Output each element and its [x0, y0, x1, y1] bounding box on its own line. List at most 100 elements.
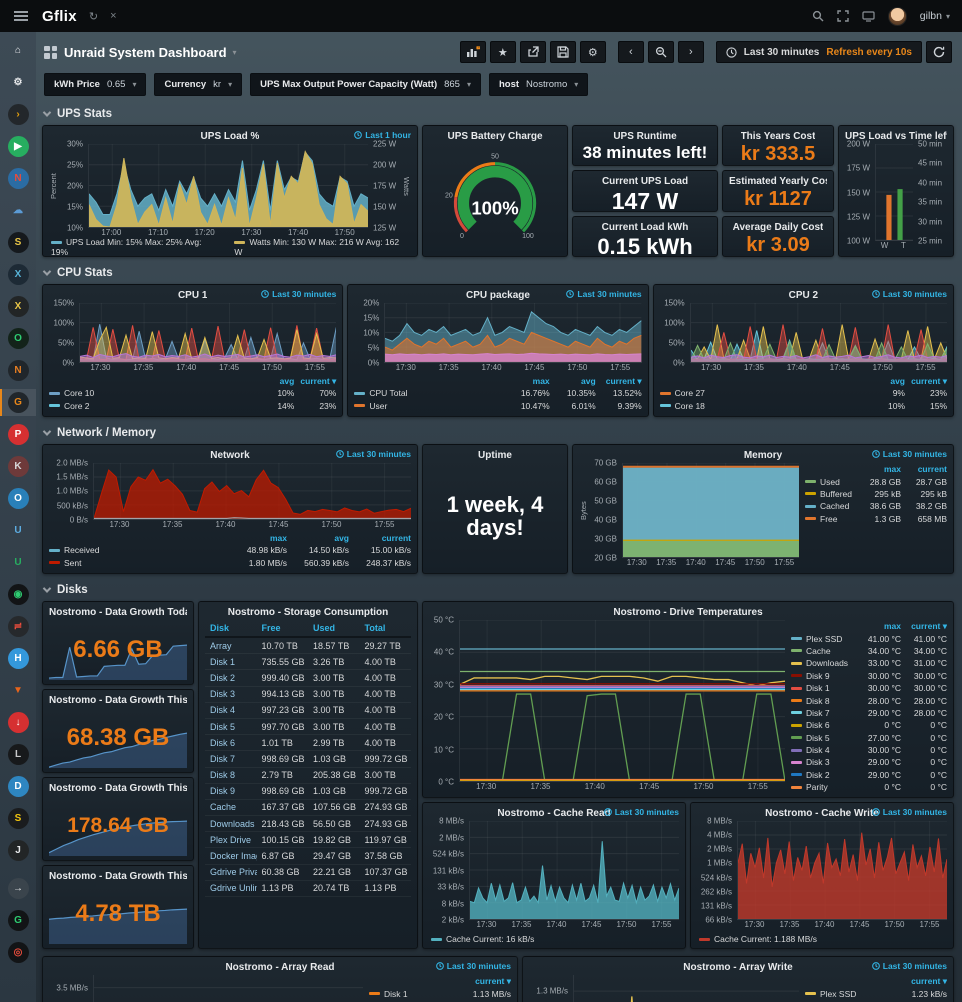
panel-time-override[interactable]: Last 30 minutes	[261, 289, 336, 299]
panel-title[interactable]: Nostromo - Data Growth This Year	[49, 871, 187, 882]
panel-title[interactable]: Nostromo - Cache Write	[765, 808, 879, 819]
legend-row[interactable]: Disk 7 29.00 °C 28.00 °C	[791, 707, 947, 719]
netdata-icon[interactable]: N	[0, 165, 36, 192]
time-back-button[interactable]: ‹	[617, 41, 644, 63]
dark-green-app-icon[interactable]: ◉	[0, 581, 36, 608]
panel-title[interactable]: Nostromo - Array Read	[225, 962, 335, 973]
legend-row[interactable]: Flash drive0 B/s	[805, 1000, 947, 1002]
legend-row[interactable]: Cached 38.6 GB 38.2 GB	[805, 500, 947, 512]
settings-gear-button[interactable]: ⚙	[579, 41, 606, 63]
legend-row[interactable]: Used 28.8 GB 28.7 GB	[805, 475, 947, 487]
blue-gear-app-icon[interactable]: O	[0, 485, 36, 512]
share-button[interactable]	[519, 41, 546, 63]
fullscreen-icon[interactable]	[837, 10, 849, 22]
panel-title[interactable]: Nostromo - Drive Temperatures	[613, 607, 763, 618]
plot-area[interactable]	[469, 821, 679, 920]
plot-area[interactable]	[875, 144, 913, 241]
pihole-icon[interactable]: P	[0, 421, 36, 448]
lazylibrarian-icon[interactable]: L	[0, 741, 36, 768]
legend-row[interactable]: Core 2 14% 23%	[49, 400, 336, 412]
home-assistant-icon[interactable]: H	[0, 645, 36, 672]
green-ring-app-icon[interactable]: O	[0, 325, 36, 352]
panel-time-override[interactable]: Last 30 minutes	[566, 289, 642, 299]
legend-column[interactable]: current ▾	[605, 375, 642, 386]
legend-column[interactable]: current ▾	[911, 620, 947, 631]
plot-area[interactable]	[573, 975, 799, 1002]
refresh-button[interactable]	[926, 41, 952, 63]
legend-row[interactable]: Core 27 9% 23%	[659, 387, 947, 399]
legend-row[interactable]: Parity 0 °C 0 °C	[791, 781, 947, 793]
jackett-icon[interactable]: J	[0, 837, 36, 864]
legend-item[interactable]: Watts Min: 130 W Max: 216 W Avg: 162 W	[234, 236, 400, 257]
dashboard-title-caret-icon[interactable]: ▾	[232, 47, 237, 57]
legend-column[interactable]: max	[883, 464, 901, 475]
time-range-picker[interactable]: Last 30 minutes Refresh every 10s	[715, 41, 922, 63]
legend-row[interactable]: Disk 5 27.00 °C 0 °C	[791, 732, 947, 744]
nav-close-icon[interactable]: ×	[110, 10, 117, 22]
unraid-icon[interactable]: U	[0, 517, 36, 544]
panel-title[interactable]: Uptime	[478, 450, 512, 461]
panel-title[interactable]: This Years Cost	[740, 131, 816, 142]
panel-title[interactable]: UPS Runtime	[613, 131, 677, 142]
panel-time-override[interactable]: Last 30 minutes	[603, 807, 679, 817]
variable-ups-max-output-power-capacity-watt-[interactable]: UPS Max Output Power Capacity (Watt) 865 ▾	[250, 73, 481, 96]
legend-row[interactable]: Disk 3 29.00 °C 0 °C	[791, 756, 947, 768]
legend-column[interactable]: current	[381, 533, 411, 544]
legend-row[interactable]: Core 10 10% 70%	[49, 387, 336, 399]
legend-row[interactable]: Sent 1.80 MB/s 560.39 kB/s 248.37 kB/s	[49, 557, 411, 569]
legend-row[interactable]: Disk 1 1.13 MB/s	[369, 987, 511, 999]
brand-logo[interactable]: Gflix	[42, 7, 77, 25]
hamburger-menu-icon[interactable]	[14, 15, 28, 17]
legend-item[interactable]: Cache Current: 16 kB/s	[431, 934, 534, 944]
logout-icon[interactable]: →	[0, 875, 36, 902]
variable-currency[interactable]: Currency kr ▾	[154, 73, 243, 96]
legend-item[interactable]: UPS Load Min: 15% Max: 25% Avg: 19%	[51, 236, 202, 257]
cloud-icon[interactable]: ☁	[0, 197, 36, 224]
column-header[interactable]: Total	[359, 620, 411, 638]
variable-host[interactable]: host Nostromo ▾	[488, 73, 589, 96]
legend-item[interactable]: Cache Current: 1.188 MB/s	[699, 934, 817, 944]
save-button[interactable]	[549, 41, 576, 63]
add-panel-button[interactable]	[459, 41, 486, 63]
search-app-icon[interactable]: S	[0, 229, 36, 256]
panel-title[interactable]: Nostromo - Cache Read	[497, 808, 611, 819]
legend-column[interactable]: avg	[581, 376, 596, 387]
panel-time-override[interactable]: Last 30 minutes	[335, 449, 411, 459]
panel-time-override[interactable]: Last 30 minutes	[871, 449, 947, 459]
panel-title[interactable]: Nostromo - Array Write	[683, 962, 793, 973]
dashboard-title[interactable]: Unraid System Dashboard	[64, 44, 227, 60]
plot-area[interactable]	[79, 303, 337, 363]
organizr-icon[interactable]: X	[0, 261, 36, 288]
panel-title[interactable]: CPU 1	[177, 290, 208, 301]
panel-time-override[interactable]: Last 30 minutes	[435, 961, 511, 971]
legend-row[interactable]: Core 18 10% 15%	[659, 400, 947, 412]
plot-area[interactable]	[88, 144, 368, 228]
panel-title[interactable]: Current Load kWh	[601, 221, 689, 233]
legend-column[interactable]: current	[917, 464, 947, 475]
time-forward-button[interactable]: ›	[677, 41, 704, 63]
tautulli-icon[interactable]: ›	[0, 101, 36, 128]
legend-column[interactable]: max	[532, 376, 550, 387]
panel-title[interactable]: UPS Load vs Time left	[845, 131, 947, 142]
emby-icon[interactable]: ▶	[0, 133, 36, 160]
deluge-icon[interactable]: D	[0, 773, 36, 800]
legend-row[interactable]: Downloads471.86 kB/s	[369, 1000, 511, 1002]
panel-title[interactable]: UPS Battery Charge	[447, 131, 543, 142]
legend-row[interactable]: Cache 34.00 °C 34.00 °C	[791, 645, 947, 657]
plot-area[interactable]	[93, 463, 411, 520]
column-header[interactable]: Disk	[205, 620, 257, 638]
legend-row[interactable]: Disk 1 30.00 °C 30.00 °C	[791, 682, 947, 694]
dashboards-grid-icon[interactable]	[44, 45, 57, 59]
green-u-app-icon[interactable]: U	[0, 549, 36, 576]
panel-title[interactable]: Memory	[743, 450, 783, 461]
legend-column[interactable]: current ▾	[911, 375, 947, 386]
node-app-icon[interactable]: N	[0, 357, 36, 384]
column-header[interactable]: Used	[308, 620, 360, 638]
nav-refresh-icon[interactable]: ↻	[88, 10, 99, 23]
legend-row[interactable]: Disk 9 30.00 °C 30.00 °C	[791, 670, 947, 682]
panel-title[interactable]: Nostromo - Data Growth This Month	[49, 783, 187, 794]
plot-area[interactable]	[93, 975, 363, 1002]
column-header[interactable]: Free	[256, 620, 308, 638]
user-avatar[interactable]	[887, 6, 907, 26]
